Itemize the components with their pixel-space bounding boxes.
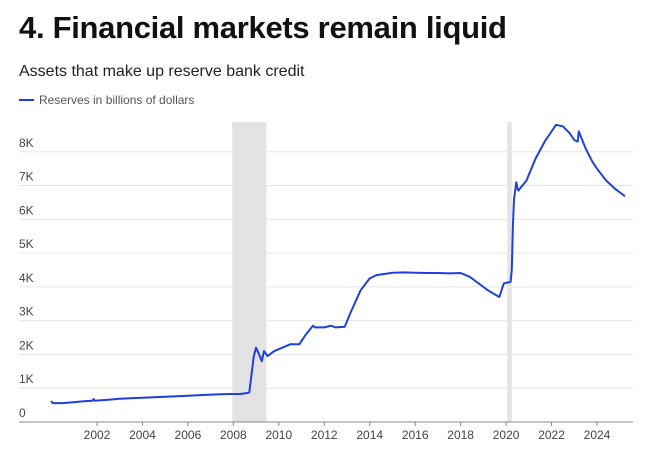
x-tick-label: 2008 bbox=[220, 428, 247, 442]
series-line-0 bbox=[50, 123, 626, 405]
x-tick-label: 2012 bbox=[311, 428, 338, 442]
recession-band-1 bbox=[507, 122, 512, 422]
x-tick-label: 2004 bbox=[129, 428, 156, 442]
y-tick-label: 7K bbox=[19, 170, 34, 184]
legend-label: Reserves in billions of dollars bbox=[39, 93, 195, 107]
x-axis-ticks: 2002 2004 2006 2008 2010 2012 2014 2016 2018 2020… bbox=[84, 422, 611, 442]
grid-lines bbox=[19, 151, 633, 389]
chart-subtitle: Assets that make up reserve bank credit bbox=[19, 63, 305, 80]
y-tick-label: 1K bbox=[19, 372, 34, 386]
y-tick-label: 4K bbox=[19, 271, 34, 285]
x-tick-label: 2014 bbox=[356, 428, 383, 442]
x-tick-label: 2006 bbox=[175, 428, 202, 442]
series-layer bbox=[50, 123, 626, 405]
legend-swatch bbox=[19, 99, 34, 101]
y-tick-label: 2K bbox=[19, 338, 34, 352]
legend: Reserves in billions of dollars bbox=[19, 93, 194, 107]
x-tick-label: 2018 bbox=[447, 428, 474, 442]
y-tick-label: 3K bbox=[19, 305, 34, 319]
y-tick-label: 5K bbox=[19, 237, 34, 251]
recession-shading bbox=[232, 122, 512, 422]
x-tick-label: 2002 bbox=[84, 428, 111, 442]
x-tick-label: 2020 bbox=[493, 428, 520, 442]
x-tick-label: 2016 bbox=[402, 428, 429, 442]
x-tick-label: 2010 bbox=[265, 428, 292, 442]
y-tick-label: 8K bbox=[19, 136, 34, 150]
y-axis-ticks: 0 1K 2K 3K 4K 5K 6K 7K 8K bbox=[19, 136, 34, 420]
x-tick-label: 2022 bbox=[538, 428, 565, 442]
y-tick-label: 0 bbox=[19, 406, 26, 420]
recession-band-0 bbox=[232, 122, 267, 422]
x-tick-label: 2024 bbox=[584, 428, 611, 442]
chart-title: 4. Financial markets remain liquid bbox=[19, 10, 507, 45]
y-tick-label: 6K bbox=[19, 203, 34, 217]
